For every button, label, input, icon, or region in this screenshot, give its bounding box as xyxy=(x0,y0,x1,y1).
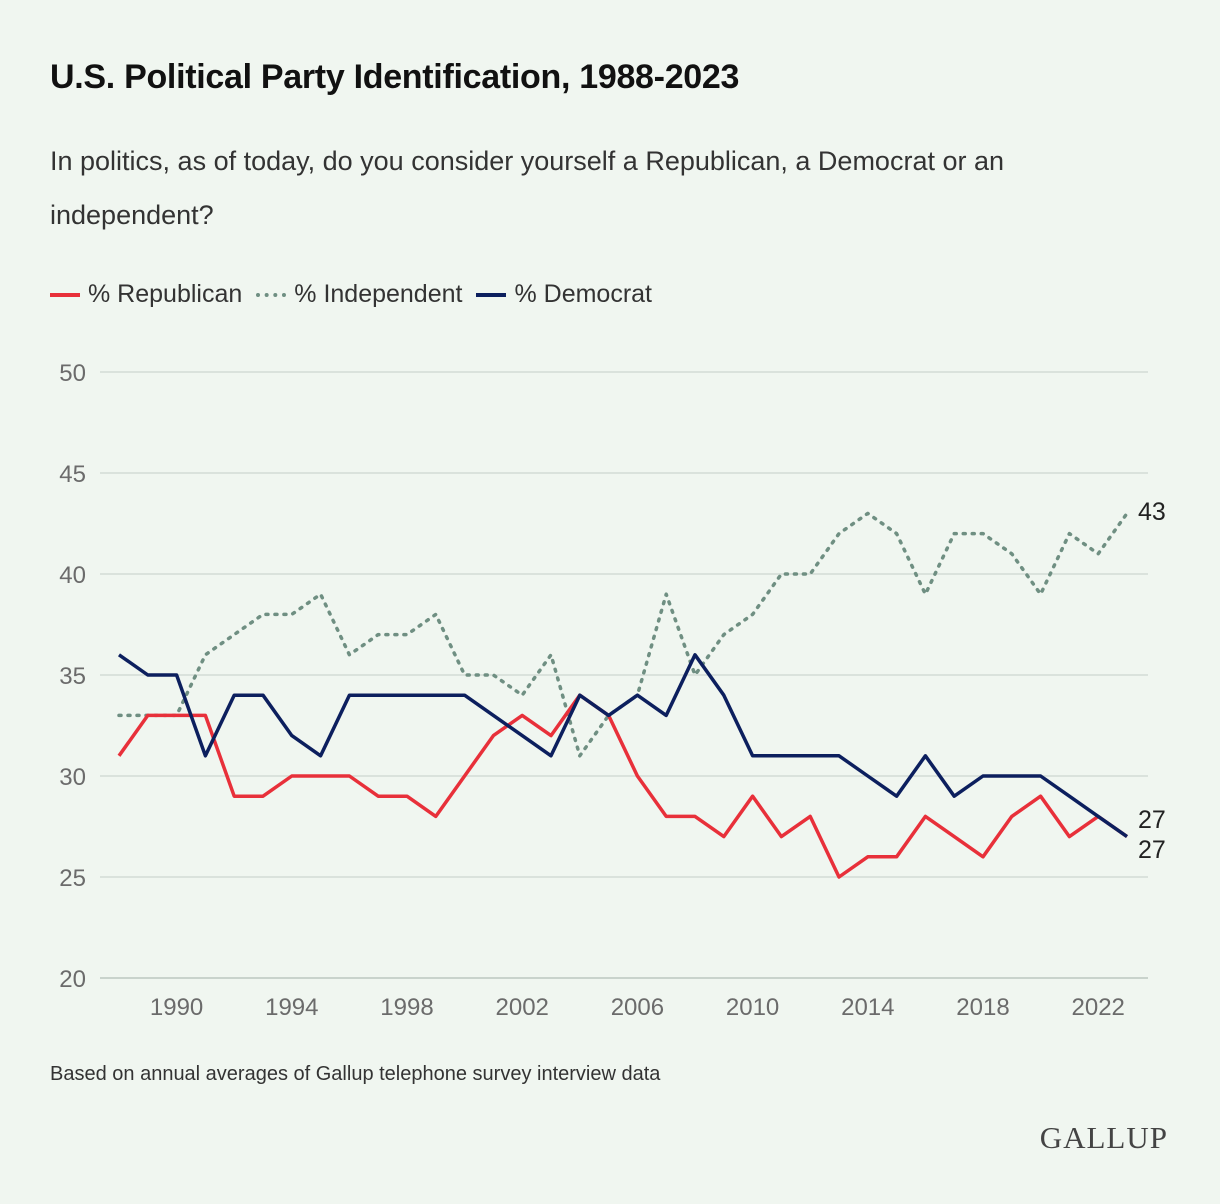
gallup-logo: GALLUP xyxy=(1039,1120,1168,1155)
series-line-democrat xyxy=(117,653,1129,839)
legend-swatch-independent xyxy=(256,292,287,297)
end-label-republican: 27 xyxy=(1138,806,1166,834)
y-tick-label-45: 45 xyxy=(59,461,86,488)
footnote: Based on annual averages of Gallup telep… xyxy=(50,1063,661,1085)
x-tick-label-2018: 2018 xyxy=(956,994,1009,1021)
line-chart: 20 25 30 35 40 45 50 1990 1994 1998 2002 2006 2010 20… xyxy=(59,360,1166,1021)
x-tick-label-2010: 2010 xyxy=(726,994,779,1021)
legend: % Republican % Independent % Democrat xyxy=(50,280,666,309)
end-label-independent: 43 xyxy=(1138,498,1166,526)
legend-swatch-republican xyxy=(50,292,80,297)
legend-item-republican: % Republican xyxy=(50,280,242,309)
legend-item-independent: % Independent xyxy=(256,280,462,309)
x-tick-label-2006: 2006 xyxy=(611,994,664,1021)
x-tick-label-2002: 2002 xyxy=(496,994,549,1021)
legend-label-republican: % Republican xyxy=(88,280,243,308)
x-tick-label-1998: 1998 xyxy=(380,994,433,1021)
legend-swatch-democrat xyxy=(476,292,507,297)
y-tick-label-40: 40 xyxy=(59,562,86,589)
x-tick-label-1994: 1994 xyxy=(265,994,318,1021)
legend-item-democrat: % Democrat xyxy=(476,280,652,309)
end-label-democrat: 27 xyxy=(1138,836,1166,864)
x-tick-label-1990: 1990 xyxy=(150,994,203,1021)
y-tick-label-30: 30 xyxy=(59,764,86,791)
legend-label-independent: % Independent xyxy=(294,280,463,308)
y-tick-label-25: 25 xyxy=(59,865,86,892)
chart-title: U.S. Political Party Identification, 198… xyxy=(50,58,740,96)
series-line-republican xyxy=(117,693,1129,879)
y-tick-label-35: 35 xyxy=(59,663,86,690)
x-tick-label-2022: 2022 xyxy=(1072,994,1125,1021)
chart-subtitle: In politics, as of today, do you conside… xyxy=(50,146,1005,230)
legend-label-democrat: % Democrat xyxy=(514,280,653,308)
y-tick-label-20: 20 xyxy=(59,966,86,993)
x-tick-label-2014: 2014 xyxy=(841,994,894,1021)
y-tick-label-50: 50 xyxy=(59,360,86,387)
series-line-independent xyxy=(117,511,1129,758)
